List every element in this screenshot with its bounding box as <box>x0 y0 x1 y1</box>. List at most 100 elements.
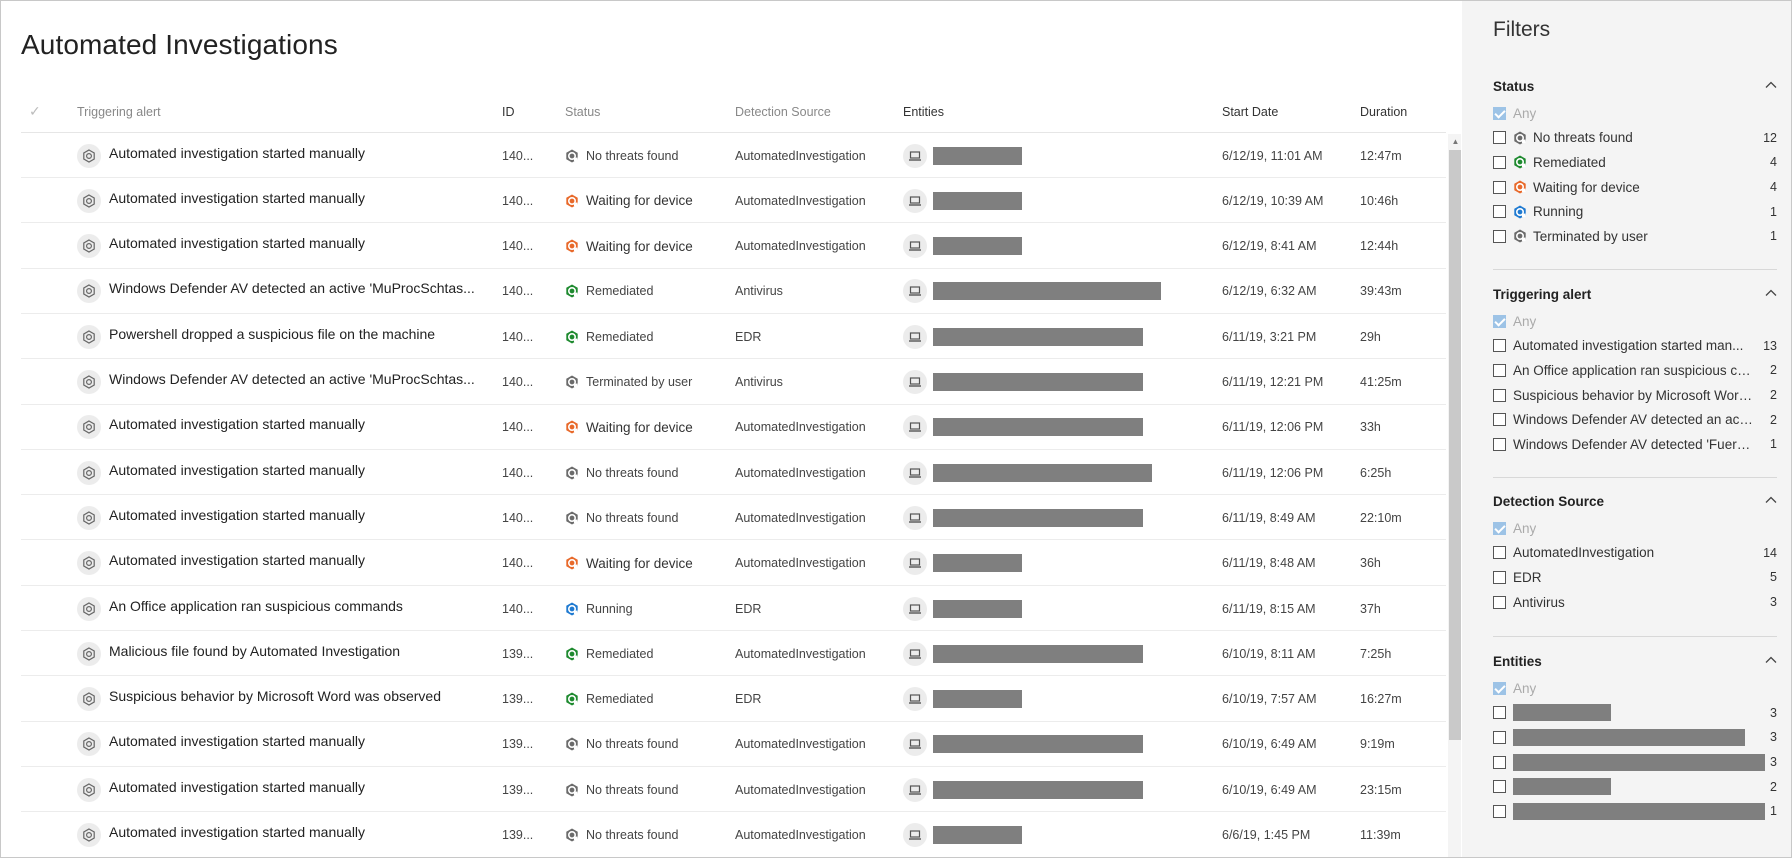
checkbox[interactable] <box>1493 570 1506 584</box>
filter-option[interactable]: AutomatedInvestigation 14 <box>1493 541 1777 566</box>
checkbox[interactable] <box>1493 339 1506 353</box>
alert-title-link[interactable]: Automated investigation started manually <box>109 416 366 433</box>
filter-option[interactable]: Automated investigation started man... 13 <box>1493 334 1777 359</box>
filter-option[interactable]: Antivirus 3 <box>1493 590 1777 615</box>
entity-name-redacted[interactable] <box>933 677 1022 722</box>
filter-option[interactable]: Running 1 <box>1493 199 1777 224</box>
entity-name-redacted[interactable] <box>933 541 1022 586</box>
filter-any-option[interactable]: Any <box>1493 101 1777 126</box>
filter-section-header[interactable]: Detection Source <box>1493 486 1777 516</box>
checkbox[interactable] <box>1493 180 1506 194</box>
table-row[interactable]: Automated investigation started manually… <box>21 813 1446 858</box>
table-scrollbar[interactable]: ▲ <box>1448 134 1461 857</box>
filter-option[interactable]: Waiting for device 4 <box>1493 175 1777 200</box>
table-row[interactable]: Powershell dropped a suspicious file on … <box>21 314 1446 360</box>
table-row[interactable]: Automated investigation started manually… <box>21 405 1446 450</box>
filter-option[interactable]: Terminated by user 1 <box>1493 224 1777 249</box>
entity-name-redacted[interactable] <box>933 631 1143 676</box>
checkbox[interactable] <box>1493 131 1506 145</box>
filter-any-option[interactable]: Any <box>1493 309 1777 334</box>
entity-name-redacted[interactable] <box>933 722 1143 767</box>
alert-title-link[interactable]: Windows Defender AV detected an active '… <box>109 280 475 297</box>
alert-title-link[interactable]: Powershell dropped a suspicious file on … <box>109 325 436 342</box>
filter-section-header[interactable]: Triggering alert <box>1493 279 1777 309</box>
filter-option[interactable]: An Office application ran suspicious co.… <box>1493 358 1777 383</box>
table-row[interactable]: Automated investigation started manually… <box>21 224 1446 269</box>
alert-title-link[interactable]: Automated investigation started manually <box>109 506 366 523</box>
alert-title-link[interactable]: Automated investigation started manually <box>109 824 366 840</box>
alert-title-link[interactable]: Automated investigation started manually <box>109 461 366 478</box>
checkbox[interactable] <box>1493 595 1506 609</box>
column-header-status[interactable]: Status <box>565 105 601 119</box>
alert-title-link[interactable]: Automated investigation started manually <box>109 189 366 206</box>
entity-name-redacted[interactable] <box>933 360 1143 405</box>
table-row[interactable]: Automated investigation started manually… <box>21 495 1446 541</box>
filter-section-header[interactable]: Entities <box>1493 646 1777 676</box>
checkbox[interactable] <box>1493 706 1506 720</box>
entity-name-redacted[interactable] <box>933 450 1152 495</box>
checkbox[interactable] <box>1493 755 1506 769</box>
column-header-start-date[interactable]: Start Date <box>1222 105 1279 119</box>
checkbox[interactable] <box>1493 780 1506 794</box>
checkbox[interactable] <box>1493 363 1506 377</box>
filter-option[interactable]: Suspicious behavior by Microsoft Word...… <box>1493 383 1777 408</box>
alert-title-link[interactable]: Automated investigation started manually <box>109 733 366 750</box>
select-all-checkmark-icon[interactable]: ✓ <box>29 103 41 119</box>
checkbox[interactable] <box>1493 155 1506 169</box>
column-header-entities[interactable]: Entities <box>903 105 944 119</box>
filter-option[interactable]: Remediated 4 <box>1493 150 1777 175</box>
entity-name-redacted[interactable] <box>933 495 1143 540</box>
filter-option[interactable]: EDR 5 <box>1493 565 1777 590</box>
table-row[interactable]: Suspicious behavior by Microsoft Word wa… <box>21 677 1446 722</box>
filter-option[interactable]: No threats found 12 <box>1493 126 1777 151</box>
checkbox[interactable] <box>1493 546 1506 560</box>
filter-option[interactable]: 2 <box>1493 774 1777 799</box>
filter-section-header[interactable]: Status <box>1493 71 1777 101</box>
alert-title-link[interactable]: An Office application ran suspicious com… <box>109 597 403 614</box>
alert-title-link[interactable]: Automated investigation started manually <box>109 552 366 569</box>
table-row[interactable]: Automated investigation started manually… <box>21 541 1446 586</box>
filter-option[interactable]: 1 <box>1493 799 1777 824</box>
checkbox[interactable] <box>1493 229 1506 243</box>
column-header-triggering-alert[interactable]: Triggering alert <box>77 105 161 119</box>
filter-option[interactable]: 3 <box>1493 701 1777 726</box>
chevron-up-icon[interactable] <box>1765 79 1777 94</box>
table-row[interactable]: Windows Defender AV detected an active '… <box>21 269 1446 314</box>
checkbox[interactable] <box>1493 205 1506 219</box>
filter-option[interactable]: 3 <box>1493 750 1777 775</box>
checkbox-checked[interactable] <box>1493 106 1506 120</box>
column-header-duration[interactable]: Duration <box>1360 105 1408 119</box>
entity-name-redacted[interactable] <box>933 767 1143 812</box>
scrollbar-thumb[interactable] <box>1449 150 1461 740</box>
checkbox[interactable] <box>1493 730 1506 744</box>
entity-name-redacted[interactable] <box>933 314 1143 359</box>
checkbox[interactable] <box>1493 388 1506 402</box>
column-header-id[interactable]: ID <box>502 105 515 119</box>
alert-title-link[interactable]: Automated investigation started manually <box>109 235 366 252</box>
entity-name-redacted[interactable] <box>933 133 1022 178</box>
table-row[interactable]: Automated investigation started manually… <box>21 722 1446 767</box>
checkbox-checked[interactable] <box>1493 681 1506 695</box>
table-row[interactable]: Automated investigation started manually… <box>21 178 1446 224</box>
entity-name-redacted[interactable] <box>933 178 1022 223</box>
entity-name-redacted[interactable] <box>933 405 1143 450</box>
checkbox-checked[interactable] <box>1493 521 1506 535</box>
table-row[interactable]: Automated investigation started manually… <box>21 767 1446 813</box>
chevron-up-icon[interactable] <box>1765 494 1777 509</box>
alert-title-link[interactable]: Suspicious behavior by Microsoft Word wa… <box>109 688 442 705</box>
table-row[interactable]: Automated investigation started manually… <box>21 133 1446 178</box>
chevron-up-icon[interactable] <box>1765 287 1777 302</box>
checkbox[interactable] <box>1493 437 1506 451</box>
alert-title-link[interactable]: Windows Defender AV detected an active '… <box>109 371 475 387</box>
alert-title-link[interactable]: Automated investigation started manually <box>109 144 366 161</box>
entity-name-redacted[interactable] <box>933 813 1022 858</box>
entity-name-redacted[interactable] <box>933 586 1022 631</box>
column-header-detection-source[interactable]: Detection Source <box>735 105 831 119</box>
filter-option[interactable]: Windows Defender AV detected an acti... 2 <box>1493 407 1777 432</box>
checkbox[interactable] <box>1493 804 1506 818</box>
chevron-up-icon[interactable] <box>1765 654 1777 669</box>
filter-any-option[interactable]: Any <box>1493 676 1777 701</box>
table-row[interactable]: Automated investigation started manually… <box>21 450 1446 496</box>
filter-option[interactable]: 3 <box>1493 725 1777 750</box>
entity-name-redacted[interactable] <box>933 224 1022 269</box>
